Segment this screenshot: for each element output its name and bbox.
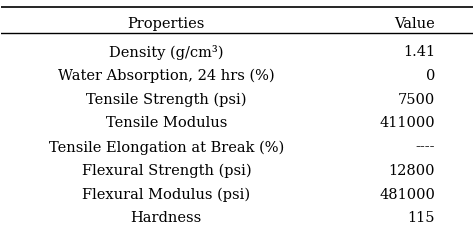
Text: 411000: 411000 [379,116,435,130]
Text: Tensile Strength (psi): Tensile Strength (psi) [86,92,246,107]
Text: Water Absorption, 24 hrs (%): Water Absorption, 24 hrs (%) [58,69,274,83]
Text: Density (g/cm³): Density (g/cm³) [109,45,224,60]
Text: Tensile Modulus: Tensile Modulus [106,116,227,130]
Text: 1.41: 1.41 [403,45,435,59]
Text: Properties: Properties [128,17,205,31]
Text: 12800: 12800 [388,163,435,177]
Text: ----: ---- [415,139,435,153]
Text: 481000: 481000 [379,187,435,201]
Text: 0: 0 [426,69,435,83]
Text: 7500: 7500 [398,92,435,106]
Text: 115: 115 [408,210,435,224]
Text: Flexural Strength (psi): Flexural Strength (psi) [82,163,251,177]
Text: Hardness: Hardness [131,210,202,224]
Text: Value: Value [394,17,435,31]
Text: Tensile Elongation at Break (%): Tensile Elongation at Break (%) [49,139,284,154]
Text: Flexural Modulus (psi): Flexural Modulus (psi) [82,187,250,201]
